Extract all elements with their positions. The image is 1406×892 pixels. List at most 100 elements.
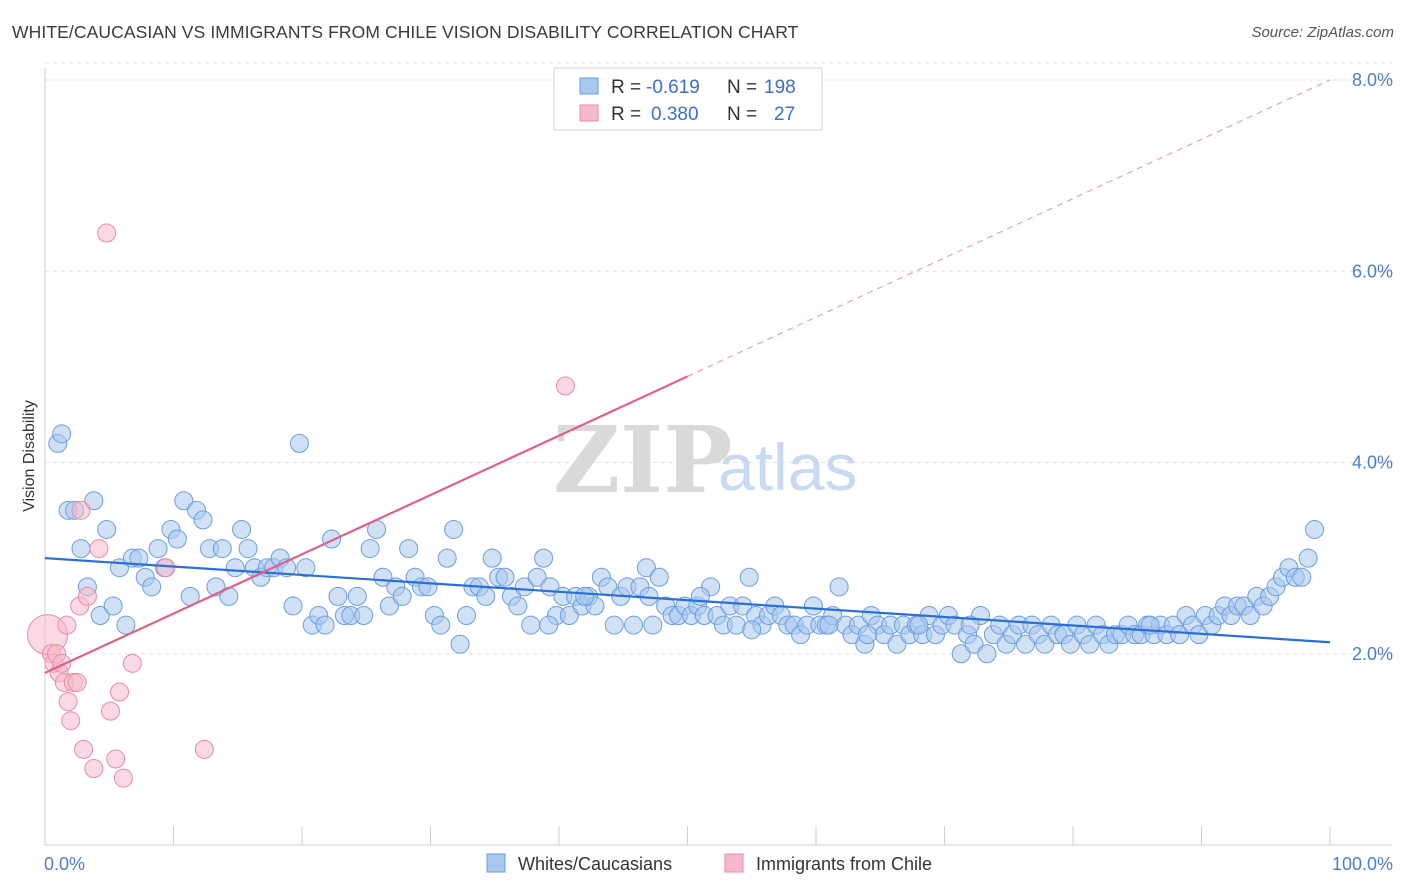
point-whites-151	[1015, 634, 1035, 654]
point-chile-8	[58, 692, 78, 712]
point-whites-118	[803, 596, 823, 616]
point-chile-9	[61, 711, 81, 731]
point-whites-92	[636, 558, 656, 578]
legend-swatch-whites	[579, 77, 599, 95]
legend-r-value-2: 0.380	[651, 104, 699, 125]
point-whites-48	[354, 606, 374, 625]
point-chile-21	[110, 682, 130, 702]
bottom-legend: Whites/Caucasians Immigrants from Chile	[486, 853, 932, 874]
bottom-legend-swatch-chile	[724, 853, 744, 873]
point-whites-154	[1035, 634, 1055, 654]
gridlines	[45, 62, 1392, 655]
point-whites-203	[909, 615, 929, 635]
trend-extension-chile	[687, 79, 1331, 377]
point-whites-4	[71, 539, 91, 559]
point-whites-49	[360, 539, 380, 559]
bottom-legend-swatch-whites	[486, 853, 506, 873]
point-whites-7	[90, 606, 110, 625]
point-chile-20	[106, 749, 126, 769]
point-whites-198	[742, 620, 762, 640]
y-tick-label-1: 4.0%	[1352, 453, 1393, 473]
point-whites-64	[456, 606, 476, 625]
legend-box: R = -0.619 N = 198 R = 0.380 N = 27	[553, 67, 823, 131]
point-whites-74	[521, 615, 541, 635]
point-whites-43	[322, 529, 342, 549]
point-chile-16	[84, 759, 104, 778]
point-whites-62	[444, 519, 464, 539]
point-whites-13	[129, 548, 149, 568]
point-whites-158	[1060, 634, 1080, 654]
point-whites-93	[643, 615, 663, 635]
point-chile-13	[71, 500, 91, 520]
bottom-legend-label-chile: Immigrants from Chile	[756, 854, 932, 874]
point-whites-131	[887, 634, 907, 654]
point-whites-1	[52, 424, 72, 444]
point-chile-14	[74, 739, 94, 759]
point-whites-58	[418, 577, 438, 597]
point-chile-11	[67, 672, 87, 692]
point-chile-24	[156, 558, 176, 578]
point-whites-19	[167, 529, 187, 549]
point-whites-30	[238, 539, 258, 559]
y-tick-labels: 2.0% 4.0% 6.0% 8.0%	[1352, 70, 1393, 664]
y-tick-label-3: 8.0%	[1352, 70, 1393, 90]
bottom-legend-label-whites: Whites/Caucasians	[518, 854, 672, 874]
point-whites-94	[649, 567, 669, 587]
point-whites-186	[1240, 606, 1260, 625]
y-tick-label-2: 6.0%	[1352, 261, 1393, 281]
point-whites-141	[951, 644, 971, 664]
point-whites-143	[964, 634, 984, 654]
point-whites-6	[84, 491, 104, 511]
point-whites-20	[174, 491, 194, 511]
watermark-atlas: atlas	[718, 430, 857, 504]
point-whites-73	[514, 577, 534, 597]
point-chile-23	[122, 653, 142, 673]
point-whites-28	[225, 558, 245, 578]
point-whites-42	[315, 615, 335, 635]
x-tick-label-min: 0.0%	[44, 854, 85, 874]
point-whites-39	[296, 558, 316, 578]
point-whites-54	[392, 586, 412, 606]
point-whites-87	[604, 615, 624, 635]
point-whites-206	[575, 586, 595, 606]
point-whites-37	[283, 596, 303, 616]
point-whites-16	[148, 539, 168, 559]
point-whites-107	[733, 596, 753, 616]
trend-line-chile	[44, 375, 688, 674]
point-whites-90	[624, 615, 644, 635]
point-whites-108	[739, 567, 759, 587]
point-whites-70	[495, 567, 515, 587]
watermark: ZIP atlas	[553, 406, 857, 514]
point-whites-11	[116, 615, 136, 635]
point-chile-26	[555, 376, 575, 396]
point-whites-9	[103, 596, 123, 616]
point-whites-72	[508, 596, 528, 616]
point-whites-145	[977, 644, 997, 664]
point-chile-15	[77, 586, 97, 606]
point-whites-15	[142, 577, 162, 597]
point-whites-175	[1170, 625, 1190, 645]
point-whites-202	[857, 625, 877, 645]
legend-swatch-chile	[579, 104, 599, 122]
y-tick-label-0: 2.0%	[1352, 644, 1393, 664]
legend-r-label-2: R =	[611, 104, 641, 125]
point-chile-7	[57, 615, 77, 635]
point-whites-200	[960, 615, 980, 635]
point-whites-60	[431, 615, 451, 635]
x-ticks	[44, 826, 1331, 845]
point-whites-67	[476, 586, 496, 606]
point-whites-52	[379, 596, 399, 616]
point-whites-55	[399, 539, 419, 559]
point-whites-44	[328, 586, 348, 606]
point-whites-75	[527, 567, 547, 587]
point-whites-195	[1298, 548, 1318, 568]
point-whites-80	[559, 606, 579, 625]
point-whites-51	[373, 567, 393, 587]
trend-lines	[44, 79, 1331, 674]
watermark-zip: ZIP	[553, 406, 732, 514]
point-whites-61	[437, 548, 457, 568]
point-whites-197	[539, 615, 559, 635]
point-whites-47	[347, 586, 367, 606]
legend-r-label-1: R =	[611, 77, 641, 98]
point-whites-194	[1292, 567, 1312, 587]
